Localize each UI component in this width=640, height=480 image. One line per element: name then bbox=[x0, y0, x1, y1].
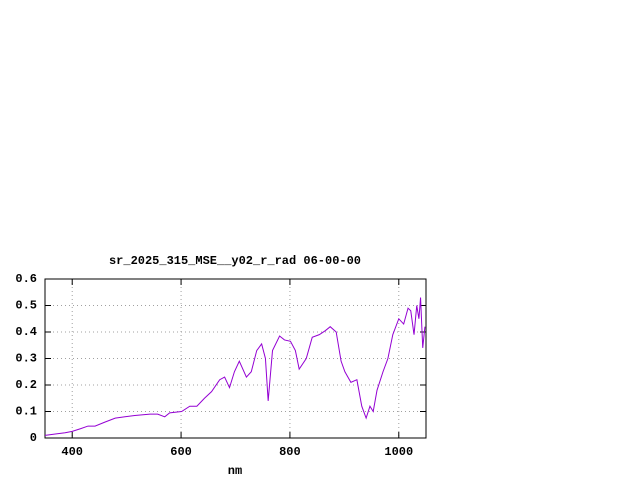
x-tick-label: 400 bbox=[61, 445, 83, 459]
y-tick-label: 0.3 bbox=[15, 352, 37, 366]
x-tick-label: 1000 bbox=[384, 445, 413, 459]
y-tick-label: 0.6 bbox=[15, 272, 37, 286]
y-tick-label: 0.5 bbox=[15, 299, 37, 313]
data-line bbox=[44, 297, 426, 436]
x-axis-label: nm bbox=[228, 464, 242, 478]
chart-title: sr_2025_315_MSE__y02_r_rad 06-00-00 bbox=[109, 254, 361, 268]
plot-border bbox=[44, 278, 427, 439]
y-tick-label: 0.4 bbox=[15, 325, 37, 339]
y-tick-label: 0.2 bbox=[15, 378, 37, 392]
y-tick-label: 0 bbox=[30, 431, 37, 445]
y-tick-label: 0.1 bbox=[15, 405, 37, 419]
x-tick-label: 800 bbox=[279, 445, 301, 459]
x-tick-label: 600 bbox=[170, 445, 192, 459]
